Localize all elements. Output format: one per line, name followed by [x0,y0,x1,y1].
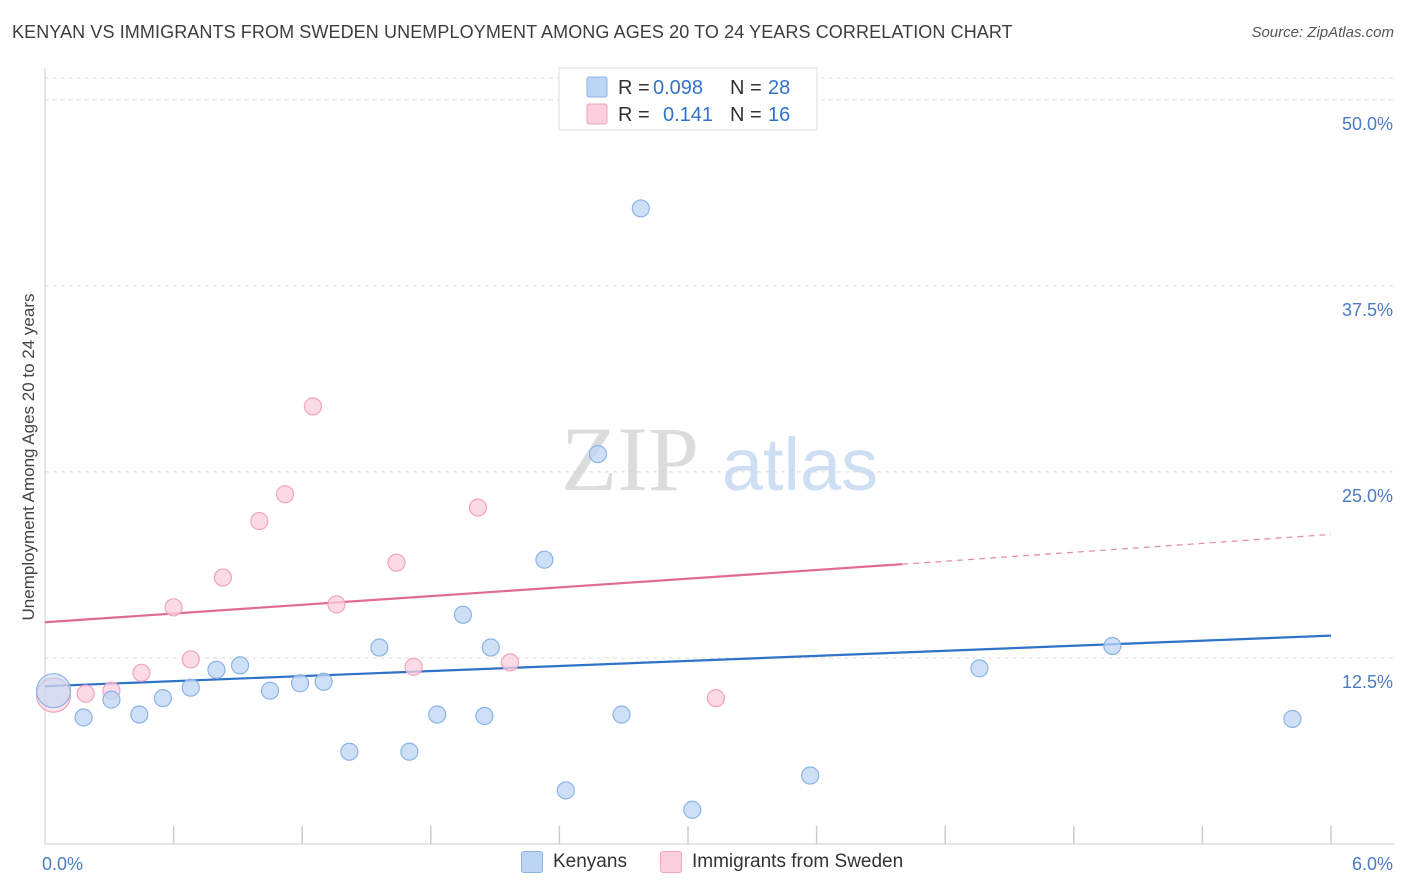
point-kenyans-20 [588,444,608,464]
svg-text:R =: R = [618,104,650,126]
point-kenyans-1 [74,708,93,727]
legend-n-value-sweden: 16 [768,104,790,126]
point-sweden-5 [181,650,200,669]
point-kenyans-5 [181,678,200,697]
point-kenyans-19 [556,781,575,800]
legend-r-value-sweden: 0.141 [663,104,713,126]
legend-n-label-sweden: N = [730,104,762,126]
bottom-legend-swatch-kenyans [521,851,543,873]
chart-title: KENYAN VS IMMIGRANTS FROM SWEDEN UNEMPLO… [12,22,1013,42]
point-kenyans-3 [130,705,149,724]
point-kenyans-21 [612,705,631,724]
point-kenyans-9 [290,674,310,693]
watermark-zip: ZIP [561,408,699,510]
point-sweden-3 [132,663,151,682]
point-kenyans-10 [314,672,333,691]
legend: R = 0.098 N = 28 R = 0.141 N = 16 [558,67,818,131]
svg-text:0.141: 0.141 [663,104,713,126]
y-axis-label: Unemployment Among Ages 20 to 24 years [19,294,38,621]
point-sweden-14 [501,653,520,672]
trendline-sweden-extension [902,533,1332,565]
point-sweden-13 [468,498,488,517]
legend-n-label-kenyans: N = [730,77,762,99]
point-kenyans-15 [453,605,473,624]
point-kenyans-2 [102,690,121,709]
x-tick-label-0: 0.0% [42,854,83,874]
point-sweden-10 [327,595,346,614]
chart-source: Source: ZipAtlas.com [1251,24,1394,41]
legend-n-value-kenyans: 28 [768,77,790,99]
watermark-atlas: atlas [722,423,878,506]
point-kenyans-8 [260,681,280,700]
y-tick-label-2: 37.5% [1342,300,1393,320]
point-kenyans-17 [481,638,500,657]
point-kenyans-23 [683,800,702,819]
svg-text:N =: N = [730,77,762,99]
y-tick-label-1: 25.0% [1342,486,1393,506]
svg-text:N =: N = [730,104,762,126]
point-kenyans-6 [207,660,226,679]
grid-layer [45,77,1394,659]
point-sweden-8 [275,485,295,504]
bottom-legend-sweden: Immigrants from Sweden [660,851,903,873]
point-sweden-4 [164,598,183,617]
point-kenyans-25 [970,659,989,678]
watermark: ZIP atlas [561,408,878,510]
bottom-legend-swatch-sweden [660,851,682,873]
legend-swatch-sweden [586,103,608,125]
y-tick-label-3: 50.0% [1342,114,1393,134]
point-sweden-6 [213,568,232,587]
point-kenyans-22 [631,199,650,218]
bottom-legend-kenyans: Kenyans [521,851,627,873]
point-sweden-9 [303,397,323,416]
svg-text:16: 16 [768,104,790,126]
point-kenyans-27 [1283,709,1302,729]
point-kenyans-14 [428,705,447,724]
bottom-legend-label-kenyans: Kenyans [553,851,627,872]
point-kenyans-4 [153,689,172,708]
x-tick-label-1: 6.0% [1352,854,1393,874]
point-kenyans-16 [475,706,494,726]
point-kenyans-24 [801,766,820,785]
svg-text:R =: R = [618,77,650,99]
legend-r-label-kenyans: R = [618,77,650,99]
point-kenyans-0 [35,673,72,709]
trendline-sweden [44,563,903,624]
point-kenyans-13 [400,742,419,761]
point-sweden-7 [250,511,269,531]
points-layer [35,199,1302,819]
point-sweden-12 [404,657,423,676]
point-sweden-11 [387,553,406,572]
point-kenyans-7 [230,656,250,675]
point-sweden-1 [76,684,95,703]
legend-swatch-kenyans [586,76,608,98]
legend-r-label-sweden: R = [618,104,650,126]
svg-text:0.098: 0.098 [653,77,703,99]
legend-r-value-kenyans: 0.098 [653,77,703,99]
bottom-legend: Kenyans Immigrants from Sweden [0,851,1406,879]
y-tick-label-0: 12.5% [1342,672,1393,692]
point-sweden-15 [706,689,725,708]
point-kenyans-18 [535,550,554,569]
axis-layer: 12.5% 25.0% 37.5% 50.0% 0.0% 6.0% [42,68,1394,874]
svg-text:28: 28 [768,77,790,99]
point-kenyans-26 [1103,636,1122,656]
bottom-legend-label-sweden: Immigrants from Sweden [692,851,904,872]
point-kenyans-11 [340,742,359,761]
point-kenyans-12 [370,638,389,657]
